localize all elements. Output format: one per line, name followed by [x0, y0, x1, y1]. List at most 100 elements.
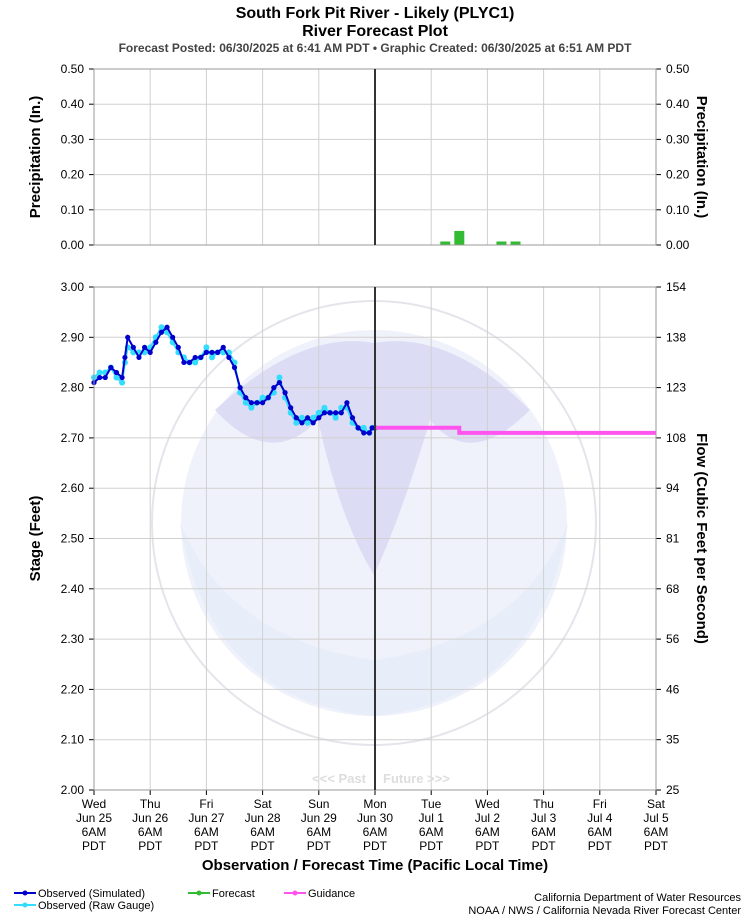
precip-bar — [454, 230, 465, 245]
observed-simulated-point — [164, 324, 170, 330]
credit-nws: NOAA / NWS / California Nevada River For… — [468, 905, 741, 917]
observed-raw-point — [304, 419, 311, 426]
precip-tick-label-left: 0.00 — [61, 238, 85, 252]
x-tick-label: 6AM — [138, 825, 163, 839]
x-tick-label: Fri — [593, 797, 607, 811]
observed-simulated-point — [271, 385, 277, 391]
x-tick-label: Wed — [475, 797, 499, 811]
stage-tick-label: 2.20 — [61, 682, 85, 696]
observed-raw-point — [192, 359, 199, 366]
chart-title: South Fork Pit River - Likely (PLYC1) — [236, 5, 515, 22]
observed-raw-point — [315, 409, 322, 416]
legend-swatch-dot — [22, 890, 28, 896]
observed-simulated-point — [288, 405, 294, 411]
precip-right-axis-title: Precipitation (In.) — [693, 96, 710, 219]
observed-simulated-point — [361, 430, 367, 436]
x-tick-label: PDT — [138, 839, 163, 853]
observed-simulated-point — [231, 364, 238, 371]
observed-simulated-point — [310, 420, 316, 426]
x-tick-label: 6AM — [531, 825, 556, 839]
observed-simulated-point — [203, 349, 209, 355]
legend-swatch-dot — [292, 890, 298, 896]
observed-simulated-point — [170, 334, 176, 340]
precip-forecast-bars — [440, 230, 521, 245]
x-tick-label: Tue — [421, 797, 442, 811]
precip-tick-label-left: 0.30 — [61, 132, 85, 146]
x-tick-label: Fri — [199, 797, 213, 811]
observed-simulated-point — [237, 385, 243, 391]
precip-tick-label-left: 0.50 — [61, 62, 85, 76]
future-label: Future >>> — [383, 771, 450, 786]
observed-raw-point — [310, 414, 317, 421]
x-tick-label: Jul 5 — [643, 811, 669, 825]
flow-tick-label: 123 — [666, 381, 686, 395]
flow-tick-label: 94 — [666, 481, 680, 495]
x-axis-title: Observation / Forecast Time (Pacific Loc… — [202, 857, 548, 874]
legend-item-label: Observed (Raw Gauge) — [38, 900, 154, 912]
stage-tick-label: 2.70 — [61, 431, 85, 445]
observed-raw-point — [276, 374, 283, 381]
observed-simulated-point — [122, 354, 128, 361]
flow-tick-label: 68 — [666, 582, 680, 596]
observed-simulated-point — [248, 400, 254, 406]
stage-tick-label: 3.00 — [61, 280, 85, 294]
observed-simulated-point — [136, 354, 142, 361]
x-tick-label: PDT — [532, 839, 557, 853]
observed-simulated-point — [349, 415, 356, 421]
flow-tick-label: 138 — [666, 330, 686, 344]
legend: Observed (Simulated)Observed (Raw Gauge)… — [14, 888, 355, 912]
observed-simulated-point — [293, 415, 299, 421]
observed-simulated-point — [226, 354, 232, 361]
precip-tick-label-left: 0.20 — [61, 168, 85, 182]
stage-tick-label: 2.10 — [61, 733, 85, 747]
observed-simulated-point — [355, 425, 361, 431]
x-tick-label: PDT — [419, 839, 444, 853]
observed-simulated-point — [366, 430, 372, 436]
observed-raw-point — [96, 369, 103, 376]
x-tick-label: Jul 2 — [475, 811, 501, 825]
stage-tick-labels: 2.00 2.10 2.20 2.30 2.40 2.50 2.60 2.70 2.80 2.90… — [61, 280, 85, 797]
observed-raw-point — [209, 354, 216, 361]
precip-tick-label-right: 0.50 — [666, 62, 690, 76]
stage-tick-label: 2.60 — [61, 481, 85, 495]
observed-simulated-point — [333, 410, 339, 416]
x-tick-label: 6AM — [587, 825, 612, 839]
legend-item-label: Observed (Simulated) — [38, 888, 145, 900]
precip-tick-label-right: 0.20 — [666, 168, 690, 182]
observed-raw-point — [158, 324, 165, 331]
x-tick-label: Jun 30 — [357, 811, 393, 825]
observed-simulated-point — [254, 400, 260, 406]
observed-simulated-point — [220, 344, 226, 350]
x-tick-label: Thu — [533, 797, 554, 811]
observed-simulated-point — [265, 395, 271, 401]
observed-simulated-point — [153, 339, 159, 345]
observed-simulated-point — [147, 349, 153, 355]
observed-simulated-point — [186, 359, 193, 366]
precip-tick-label-left: 0.40 — [61, 97, 85, 111]
observed-raw-point — [259, 394, 266, 401]
observed-raw-point — [203, 344, 210, 351]
flow-tick-labels: 25 35 46 56 68 81 94 108 123 138 154 — [666, 280, 686, 797]
observed-simulated-point — [97, 374, 103, 381]
observed-simulated-point — [108, 364, 114, 371]
legend-swatch-dot — [22, 902, 28, 908]
flow-tick-label: 56 — [666, 632, 680, 646]
flow-tick-label: 154 — [666, 280, 686, 294]
x-tick-label: PDT — [475, 839, 500, 853]
stage-tick-label: 2.00 — [61, 783, 85, 797]
x-tick-label: Jul 1 — [419, 811, 445, 825]
x-tick-label: PDT — [82, 839, 107, 853]
legend-item-label: Forecast — [212, 888, 255, 900]
x-tick-label: PDT — [251, 839, 276, 853]
observed-simulated-point — [327, 410, 333, 416]
chart-subtitle: River Forecast Plot — [302, 23, 449, 40]
observed-simulated-point — [130, 344, 136, 350]
observed-raw-point — [332, 414, 339, 421]
x-tick-label: Jul 3 — [531, 811, 557, 825]
credit-dwr: California Department of Water Resources — [534, 892, 741, 904]
flow-tick-label: 35 — [666, 733, 680, 747]
observed-simulated-point — [158, 329, 165, 335]
observed-simulated-point — [125, 334, 131, 340]
